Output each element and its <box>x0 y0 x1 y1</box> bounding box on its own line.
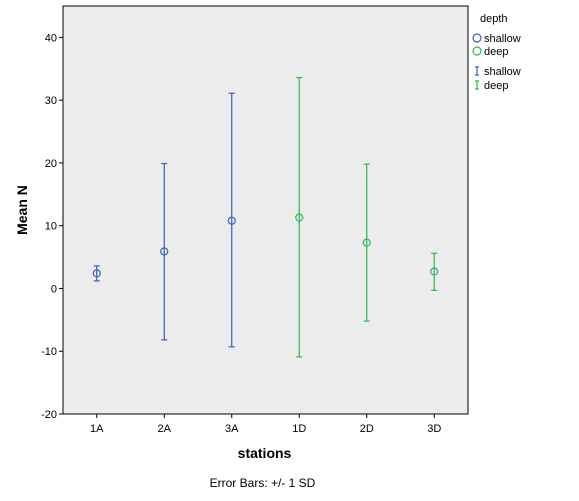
y-tick-label: -10 <box>41 346 57 358</box>
y-tick-label: 10 <box>45 221 57 233</box>
data-marks <box>92 76 439 358</box>
y-tick-label: 20 <box>45 158 57 170</box>
mean-point <box>92 269 101 278</box>
x-axis-title: stations <box>238 445 292 461</box>
x-tick-label: 2D <box>360 423 374 435</box>
legend-marker-shallow <box>472 33 482 43</box>
mean-point <box>430 267 439 276</box>
mean-point <box>295 213 304 222</box>
legend-title: depth <box>480 13 508 25</box>
x-tick-label: 1D <box>292 423 306 435</box>
x-tick-label: 2A <box>158 423 172 435</box>
x-tick-label: 1A <box>90 423 104 435</box>
mean-point <box>362 238 371 247</box>
y-tick-label: -20 <box>41 409 57 421</box>
error-bars-footnote: Error Bars: +/- 1 SD <box>210 476 316 490</box>
y-axis: -20 -10 0 10 20 30 40 <box>41 32 63 421</box>
x-tick-label: 3D <box>427 423 441 435</box>
y-tick-label: 30 <box>45 95 57 107</box>
x-axis: 1A 2A 3A 1D 2D 3D <box>90 414 441 435</box>
plot-area <box>62 5 469 415</box>
y-axis-title: Mean N <box>14 185 30 235</box>
legend-label: deep <box>484 46 508 58</box>
legend-label: shallow <box>484 33 521 45</box>
legend-label: deep <box>484 80 508 92</box>
legend-marker-deep <box>472 46 482 56</box>
mean-point <box>227 216 236 225</box>
x-tick-label: 3A <box>225 423 239 435</box>
legend-label: shallow <box>484 66 521 78</box>
mean-point <box>160 247 169 256</box>
y-tick-label: 40 <box>45 32 57 44</box>
y-tick-label: 0 <box>51 283 57 295</box>
